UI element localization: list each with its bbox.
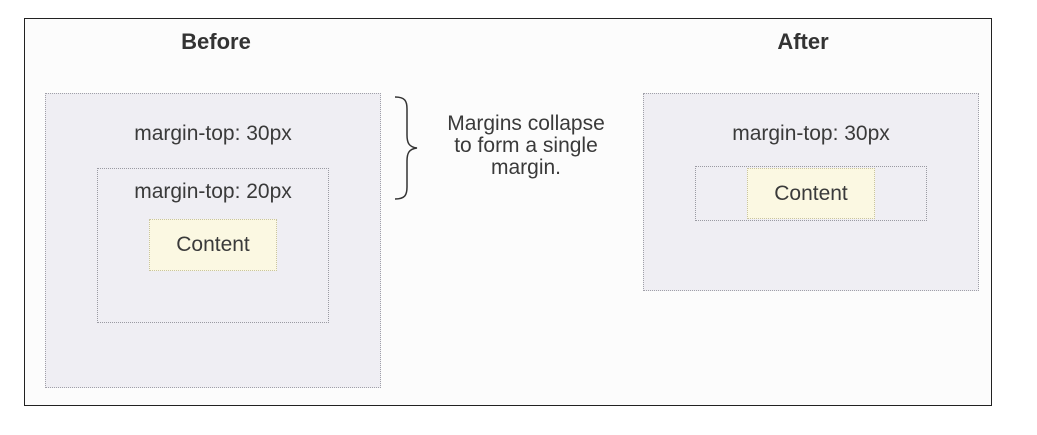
after-outer-label: margin-top: 30px (732, 122, 890, 145)
note-line: to form a single (454, 134, 598, 157)
collapse-note: Margins collapse to form a single margin… (423, 113, 629, 179)
before-outer-box: margin-top: 30px margin-top: 20px Conten… (45, 93, 381, 388)
before-inner-label: margin-top: 20px (134, 180, 292, 203)
before-content-box: Content (149, 219, 277, 271)
before-outer-label: margin-top: 30px (134, 122, 292, 145)
curly-brace-icon (394, 96, 418, 200)
diagram-frame: Before margin-top: 30px margin-top: 20px… (24, 18, 992, 406)
after-heading: After (777, 29, 829, 54)
after-inner-box: Content (695, 166, 927, 221)
before-heading: Before (181, 29, 251, 54)
before-inner-box: margin-top: 20px Content (97, 168, 329, 323)
note-line: Margins collapse (447, 112, 605, 135)
note-line: margin. (490, 156, 562, 179)
after-outer-box: margin-top: 30px Content (643, 93, 979, 291)
after-content-box: Content (747, 168, 875, 219)
